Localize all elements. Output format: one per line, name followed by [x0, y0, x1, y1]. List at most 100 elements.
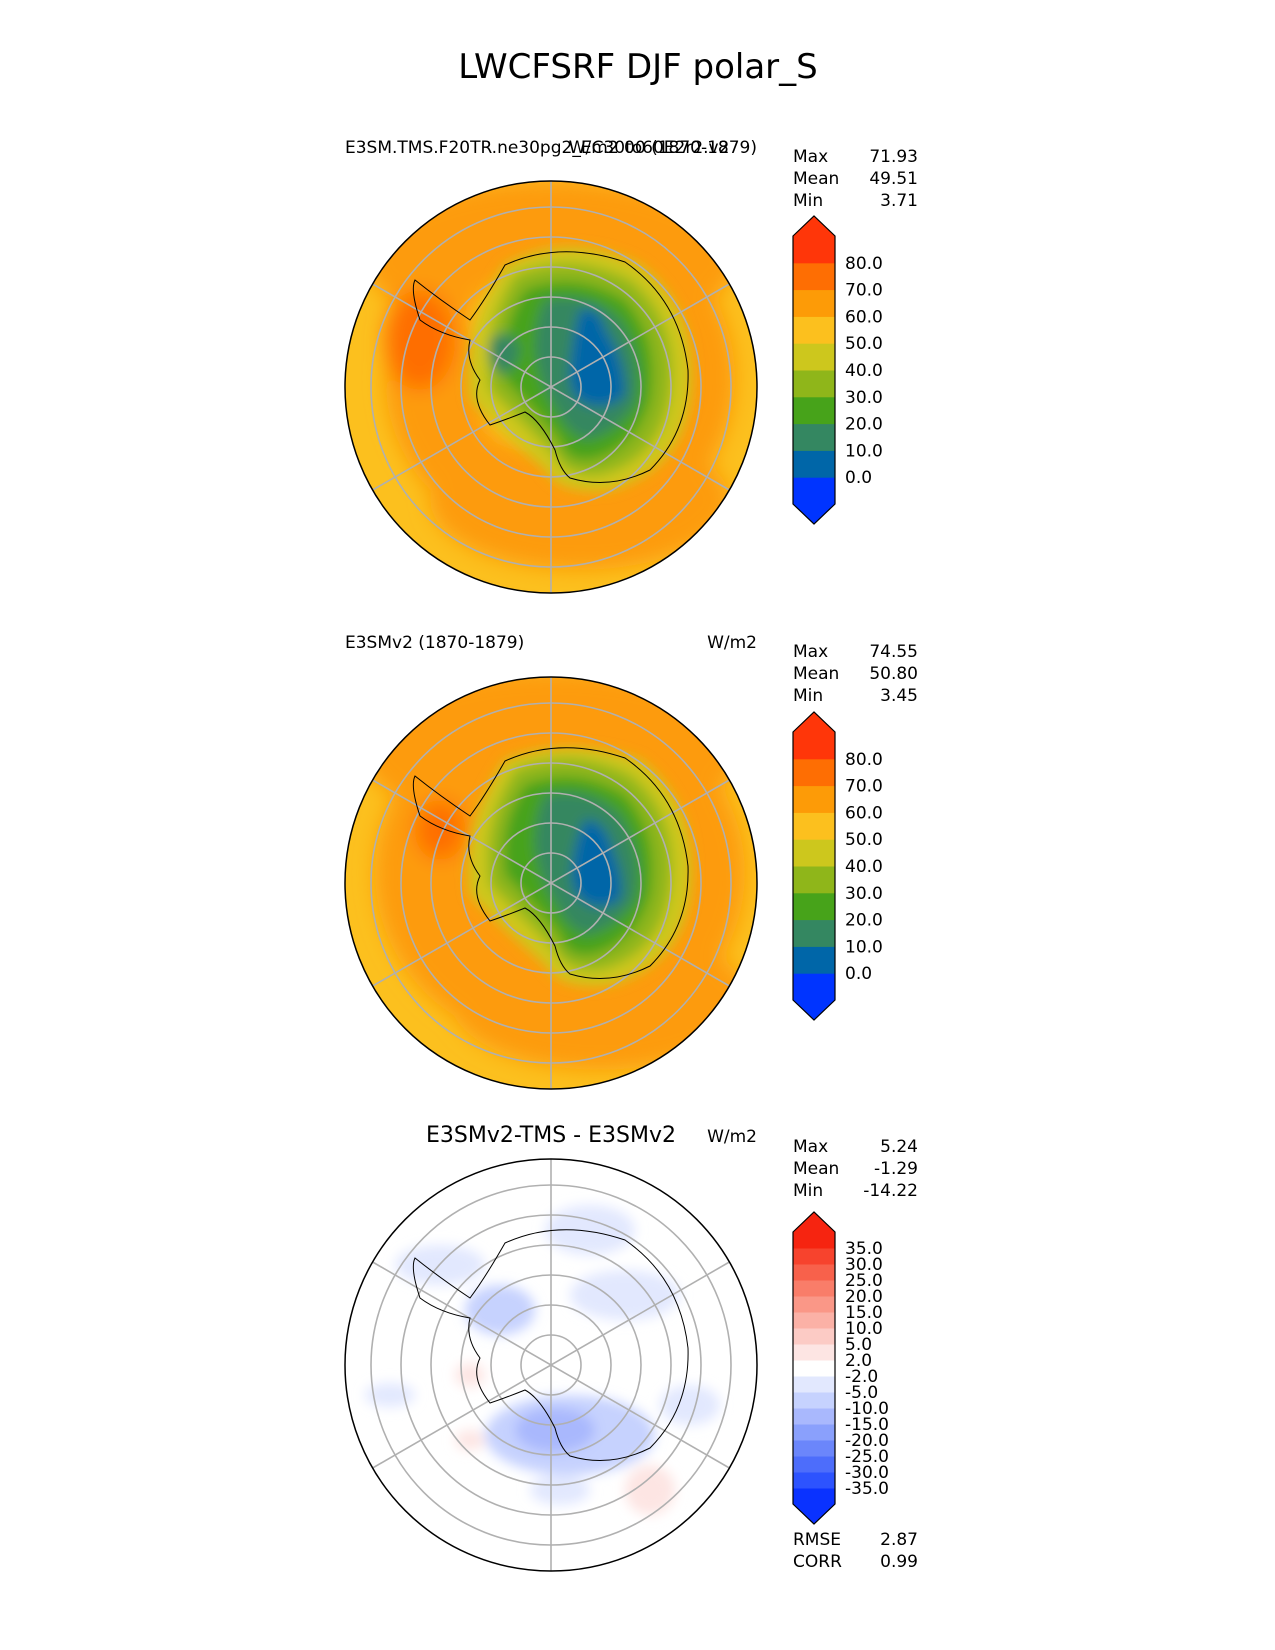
- stat-min-value: 3.71: [880, 191, 918, 211]
- colorbar-diff-tick-label: -25.0: [845, 1447, 889, 1467]
- colorbar-ref-tick-label: 60.0: [845, 803, 883, 823]
- stat-rmse-label: RMSE: [793, 1530, 841, 1550]
- colorbar-diff-tick-label: 25.0: [845, 1271, 883, 1291]
- colorbar-test-segment: [793, 316, 835, 344]
- colorbar-ref-segment: [793, 973, 835, 1001]
- polar-frame-test: [344, 180, 758, 594]
- colorbar-diff-segment: [793, 1312, 835, 1329]
- colorbar-diff-tick-label: 10.0: [845, 1319, 883, 1339]
- colorbar-ref-segment: [793, 785, 835, 813]
- colorbar-diff-tick-label: 35.0: [845, 1239, 883, 1259]
- panel-test: E3SM.TMS.F20TR.ne30pg2_EC30to60E2r2.v2 W…: [344, 138, 918, 594]
- panel-ref-left-title: E3SMv2 (1870-1879): [345, 633, 524, 653]
- colorbar-diff-segment: [793, 1328, 835, 1345]
- colorbar-test-extend-max: [793, 216, 835, 236]
- colorbar-test-segment: [793, 236, 835, 264]
- coastline-test: [412, 251, 689, 483]
- colorbar-ref-segment: [793, 839, 835, 867]
- colorbar-test-tick-label: 50.0: [845, 334, 883, 354]
- colorbar-ref-tick-label: 20.0: [845, 911, 883, 931]
- colorbar-ref-tick-label: 70.0: [845, 777, 883, 797]
- polar-frame-diff: [344, 1158, 758, 1572]
- colorbar-diff-segment: [793, 1456, 835, 1473]
- figure-title: LWCFSRF DJF polar_S: [458, 47, 818, 87]
- colorbar-test-segment: [793, 343, 835, 371]
- panel-ref-stats: Max 74.55 Mean 50.80 Min 3.45: [793, 642, 918, 706]
- panel-test-right-title: W/m2 00 (1870-1879): [569, 138, 757, 158]
- colorbar-test-tick-label: 80.0: [845, 254, 883, 274]
- stat-corr-value: 0.99: [880, 1552, 918, 1572]
- colorbar-ref-outline: [792, 711, 836, 1021]
- panel-diff: E3SMv2-TMS - E3SMv2 W/m2 Max 5.24 Mean -…: [344, 1123, 918, 1572]
- stat-max-label: Max: [793, 1137, 828, 1157]
- panel-test-stats: Max 71.93 Mean 49.51 Min 3.71: [793, 147, 918, 211]
- stat-mean-label: Mean: [793, 1159, 839, 1179]
- colorbar-diff-segment: [793, 1264, 835, 1281]
- colorbar-diff-tick-label: -5.0: [845, 1383, 878, 1403]
- colorbar-test-tick-label: 70.0: [845, 281, 883, 301]
- colorbar-ref-segment: [793, 758, 835, 787]
- colorbar-test-segment: [793, 423, 835, 451]
- colorbar-ref-segment: [793, 892, 835, 921]
- colorbar-diff-segment: [793, 1232, 835, 1249]
- stat-rmse-value: 2.87: [880, 1530, 918, 1550]
- stat-max-value: 74.55: [869, 642, 918, 662]
- colorbar-diff-tick-label: 20.0: [845, 1287, 883, 1307]
- colorbar-test: 0.0 10.0 20.0 30.0 40.0 50.0 60.0 70.0 80.0: [792, 215, 883, 525]
- polar-map-test: [345, 181, 757, 593]
- stat-max-value: 71.93: [869, 147, 918, 167]
- colorbar-diff-tick-label: -10.0: [845, 1399, 889, 1419]
- colorbar-test-segment: [793, 289, 835, 317]
- polar-frame-ref: [344, 676, 758, 1090]
- panel-diff-center-title: E3SMv2-TMS - E3SMv2: [426, 1123, 676, 1148]
- stat-min-label: Min: [793, 686, 823, 706]
- colorbar-diff-extend-max: [793, 1212, 835, 1232]
- colorbar-diff-segment: [793, 1344, 835, 1361]
- colorbar-ref-tick-label: 80.0: [845, 750, 883, 770]
- stat-min-value: -14.22: [863, 1181, 918, 1201]
- stat-min-value: 3.45: [880, 686, 918, 706]
- colorbar-diff-segment: [793, 1472, 835, 1489]
- stat-min-label: Min: [793, 191, 823, 211]
- colorbar-ref-segment: [793, 866, 835, 894]
- stat-mean-label: Mean: [793, 664, 839, 684]
- colorbar-test-tick-label: 10.0: [845, 441, 883, 461]
- colorbar-diff-tick-label: -2.0: [845, 1367, 878, 1387]
- colorbar-test-extend-min: [793, 504, 835, 524]
- polar-grid-diff: [370, 1159, 732, 1571]
- colorbar-diff-segment: [793, 1488, 835, 1505]
- colorbar-ref-tick-label: 0.0: [845, 964, 872, 984]
- colorbar-diff-segment: [793, 1376, 835, 1393]
- colorbar-diff-tick-label: 2.0: [845, 1351, 872, 1371]
- colorbar-ref-segment: [793, 732, 835, 760]
- coastline-diff: [412, 1229, 689, 1461]
- coastline-ref: [412, 747, 689, 979]
- colorbar-diff-tick-label: -30.0: [845, 1463, 889, 1483]
- colorbar-test-segment: [793, 262, 835, 291]
- colorbar-test-tick-label: 30.0: [845, 388, 883, 408]
- colorbar-test-tick-label: 60.0: [845, 307, 883, 327]
- colorbar-test-tick-label: 20.0: [845, 415, 883, 435]
- colorbar-test-outline: [792, 215, 836, 525]
- stat-mean-label: Mean: [793, 169, 839, 189]
- colorbar-ref-tick-label: 10.0: [845, 937, 883, 957]
- colorbar-ref-segment: [793, 919, 835, 947]
- colorbar-test-segment: [793, 477, 835, 505]
- colorbar-diff-extend-min: [793, 1504, 835, 1524]
- colorbar-diff-tick-label: 15.0: [845, 1303, 883, 1323]
- colorbar-test-segment: [793, 396, 835, 425]
- colorbar-test-tick-label: 0.0: [845, 468, 872, 488]
- panel-test-left-title: E3SM.TMS.F20TR.ne30pg2_EC30to60E2r2.v2: [345, 138, 729, 158]
- colorbar-diff-segment: [793, 1296, 835, 1313]
- colorbar-diff-segment: [793, 1440, 835, 1457]
- stat-max-label: Max: [793, 642, 828, 662]
- stat-mean-value: 50.80: [869, 664, 918, 684]
- stat-mean-value: 49.51: [869, 169, 918, 189]
- colorbar-ref-segment: [793, 946, 835, 974]
- colorbar-diff-segment: [793, 1360, 835, 1377]
- stat-corr-label: CORR: [793, 1552, 842, 1572]
- colorbar-diff-tick-label: 5.0: [845, 1335, 872, 1355]
- polar-map-ref: [345, 677, 757, 1089]
- colorbar-diff-segment: [793, 1424, 835, 1441]
